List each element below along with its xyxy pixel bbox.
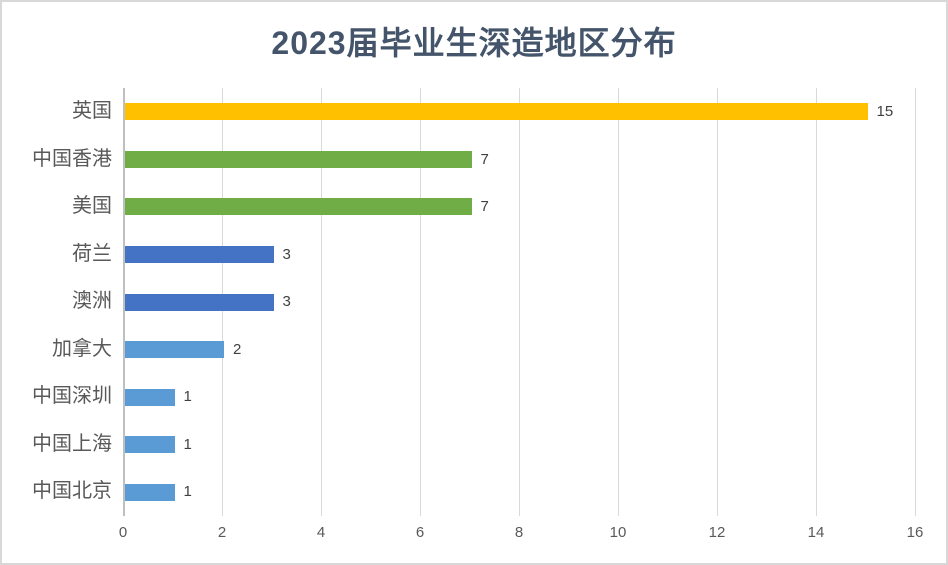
chart-title: 2023届毕业生深造地区分布 [271, 25, 677, 61]
bar [125, 103, 868, 121]
x-tick-label: 16 [906, 524, 924, 541]
x-tick-label: 8 [514, 524, 524, 541]
x-tick-label: 6 [415, 524, 425, 541]
data-label: 1 [183, 388, 192, 406]
gridline [321, 88, 322, 516]
data-label: 3 [282, 293, 291, 311]
x-tick-label: 0 [118, 524, 128, 541]
data-label: 1 [183, 435, 192, 453]
y-axis-line [123, 88, 125, 516]
data-label: 7 [480, 150, 489, 168]
gridline [915, 88, 916, 516]
category-label: 美国 [72, 195, 112, 218]
category-label: 中国香港 [32, 147, 112, 170]
category-label: 加拿大 [52, 337, 112, 360]
bar [125, 245, 274, 263]
gridline [519, 88, 520, 516]
bar [125, 341, 224, 359]
bar [125, 198, 472, 216]
bar [125, 293, 274, 311]
x-tick-label: 10 [609, 524, 627, 541]
x-tick-label: 14 [807, 524, 825, 541]
data-label: 2 [233, 340, 242, 358]
category-label: 澳洲 [72, 290, 112, 313]
bar [125, 150, 472, 168]
gridline [618, 88, 619, 516]
category-label: 中国深圳 [32, 385, 112, 408]
x-tick-label: 2 [217, 524, 227, 541]
category-label: 英国 [72, 100, 112, 122]
bar [125, 388, 175, 406]
gridline [717, 88, 718, 516]
bar [125, 436, 175, 454]
category-label: 中国上海 [32, 432, 112, 455]
bar [125, 483, 175, 501]
data-label: 3 [282, 245, 291, 263]
category-label: 荷兰 [72, 242, 112, 265]
category-label: 中国北京 [32, 480, 112, 503]
gridline [816, 88, 817, 516]
x-tick-label: 4 [316, 524, 326, 541]
data-label: 7 [480, 198, 489, 216]
gridline [420, 88, 421, 516]
x-tick-label: 12 [708, 524, 726, 541]
data-label: 15 [876, 103, 894, 120]
data-label: 1 [183, 483, 192, 501]
